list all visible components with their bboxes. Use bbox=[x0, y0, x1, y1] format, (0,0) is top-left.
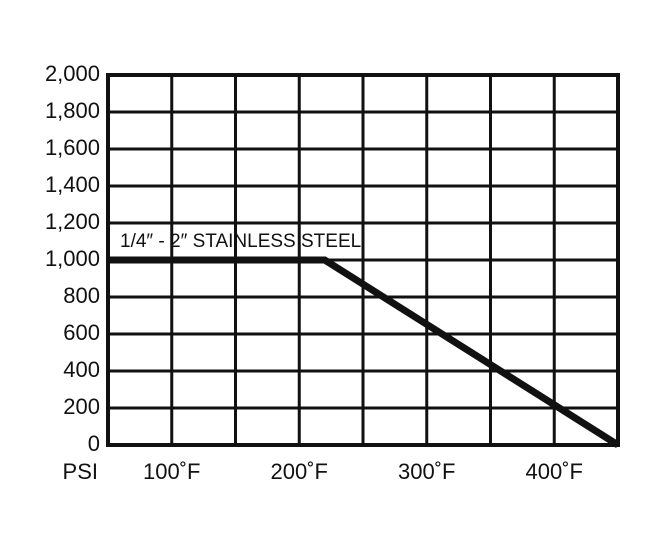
y-tick-label: 2,000 bbox=[45, 61, 100, 86]
series-line bbox=[108, 256, 620, 448]
y-tick-label: 1,200 bbox=[45, 209, 100, 234]
y-tick-label: 600 bbox=[63, 320, 100, 345]
y-tick-label: 1,000 bbox=[45, 246, 100, 271]
y-tick-label: 1,800 bbox=[45, 98, 100, 123]
series-label: 1/4″ - 2″ STAINLESS STEEL bbox=[120, 231, 361, 252]
y-axis-label: PSI bbox=[63, 459, 98, 484]
x-tick-label: 300˚F bbox=[398, 459, 455, 484]
x-tick-label: 400˚F bbox=[526, 459, 583, 484]
y-tick-label: 1,600 bbox=[45, 135, 100, 160]
y-tick-label: 800 bbox=[63, 283, 100, 308]
x-tick-label: 100˚F bbox=[143, 459, 200, 484]
y-tick-label: 400 bbox=[63, 357, 100, 382]
y-tick-label: 200 bbox=[63, 394, 100, 419]
y-tick-label: 1,400 bbox=[45, 172, 100, 197]
x-tick-label: 200˚F bbox=[271, 459, 328, 484]
y-tick-label: 0 bbox=[88, 431, 100, 456]
